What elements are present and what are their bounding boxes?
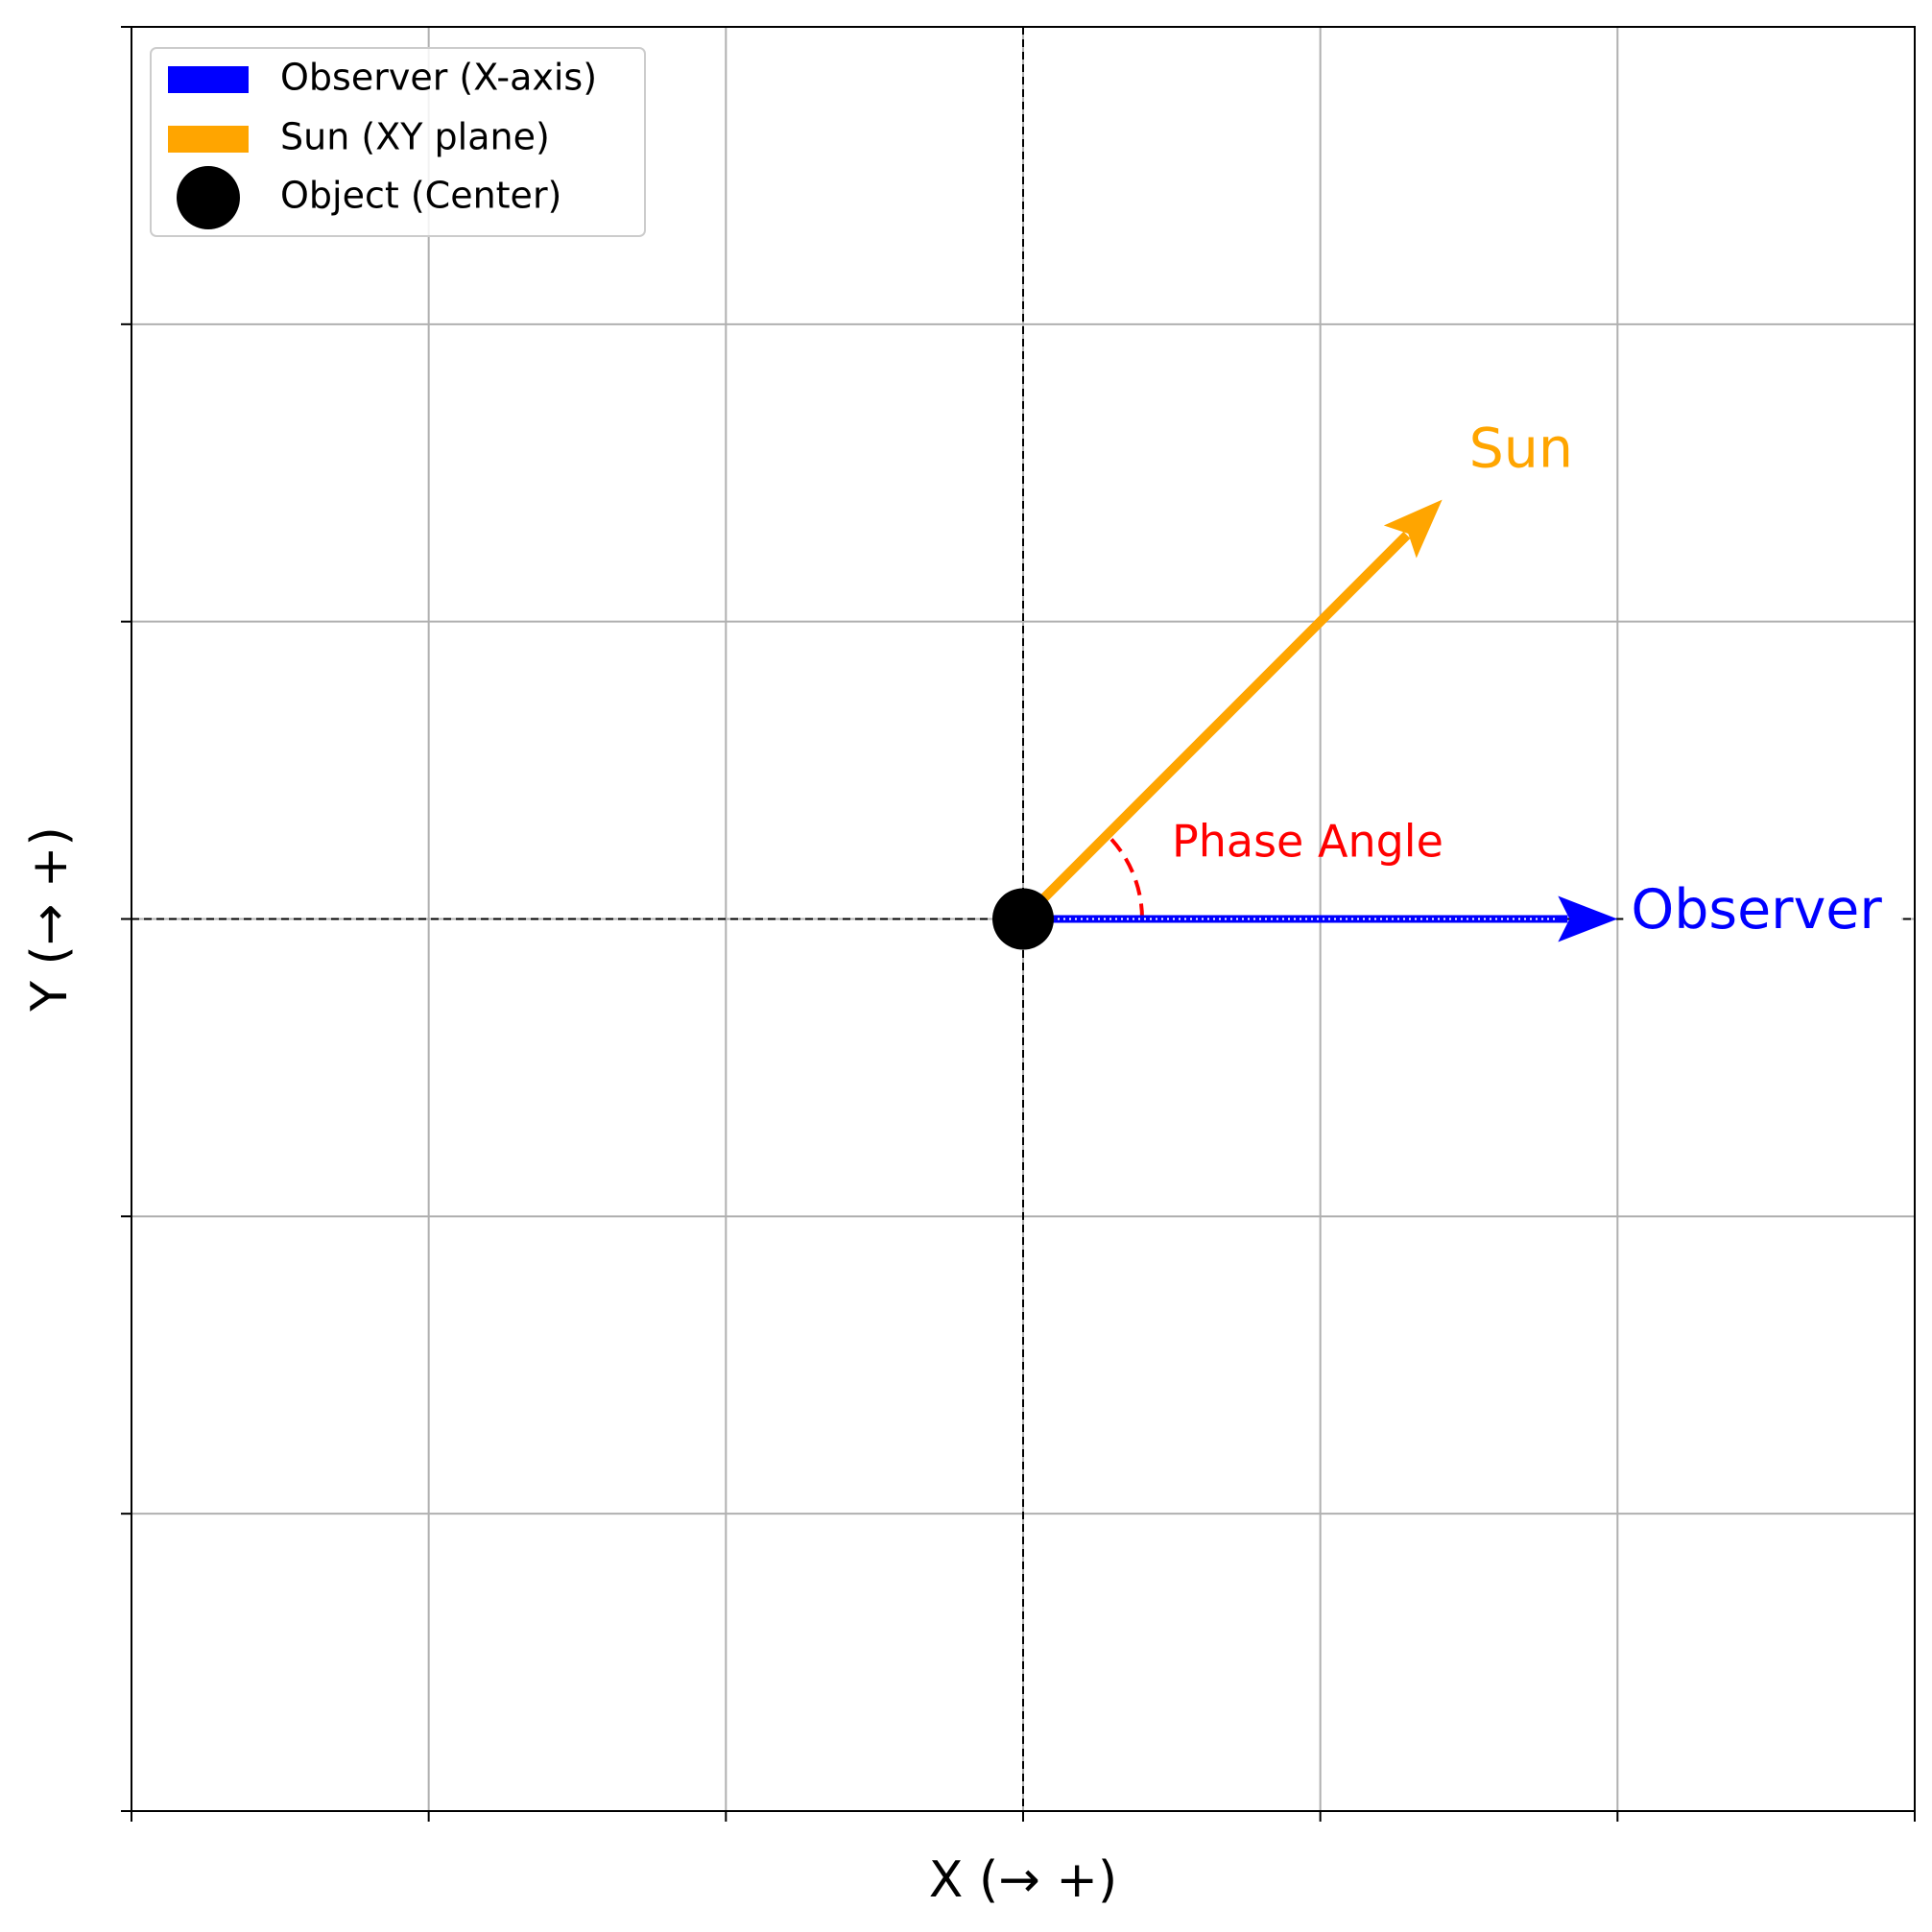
- vector-head: [1383, 499, 1443, 559]
- y-axis-label: Y (→ +): [21, 826, 79, 1013]
- vector-head: [1558, 895, 1618, 942]
- legend-box: [150, 47, 646, 237]
- vector-label: Observer: [1631, 878, 1882, 942]
- annotation: Phase Angle: [1172, 816, 1443, 868]
- legend: Observer (X-axis) Sun (XY plane) Object (C…: [150, 47, 646, 237]
- object-point: [992, 888, 1054, 950]
- legend-label: Object (Center): [280, 175, 561, 217]
- legend-label: Observer (X-axis): [280, 57, 597, 99]
- legend-swatch: [177, 166, 240, 229]
- plot-frame: [131, 26, 1916, 1812]
- legend-swatch: [168, 126, 249, 153]
- legend-swatch: [168, 66, 249, 93]
- vector-shaft: [1019, 531, 1411, 923]
- x-axis-label: X (→ +): [929, 1851, 1117, 1909]
- label-bg: [1623, 880, 1902, 958]
- vector-label: Sun: [1469, 417, 1573, 480]
- legend-label: Sun (XY plane): [280, 116, 550, 158]
- phase-angle-arc: [1106, 833, 1144, 919]
